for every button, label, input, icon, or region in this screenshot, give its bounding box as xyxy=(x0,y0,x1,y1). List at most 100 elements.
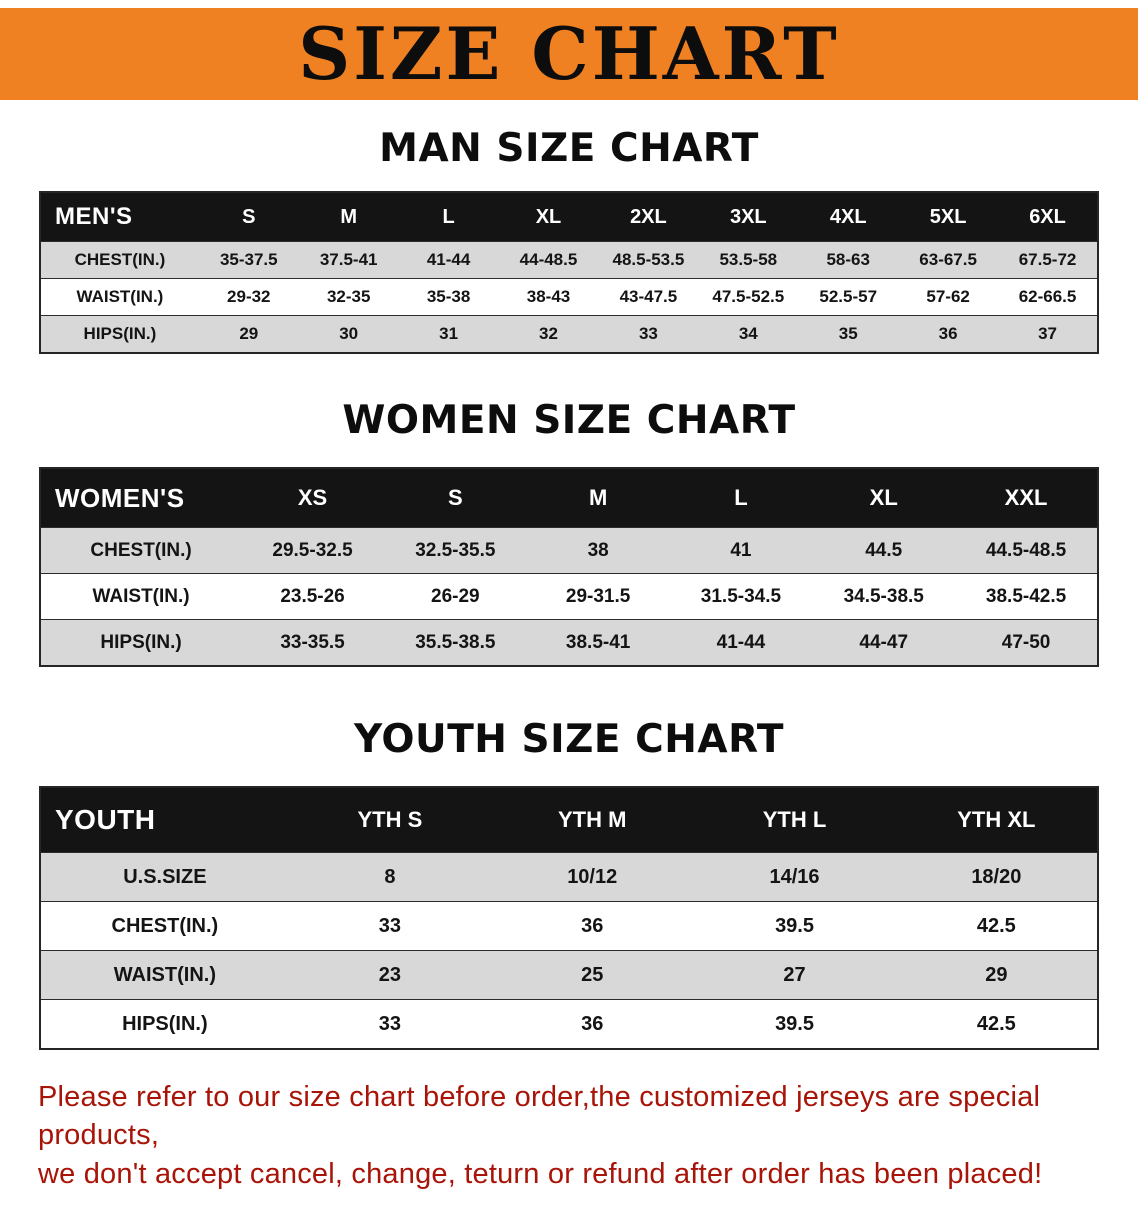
size-column-header: 3XL xyxy=(698,192,799,242)
row-label: WAIST(IN.) xyxy=(40,950,289,1000)
women-section-heading: WOMEN SIZE CHART xyxy=(342,398,796,443)
row-label: WAIST(IN.) xyxy=(40,278,199,316)
size-value: 27 xyxy=(693,950,896,1000)
size-value: 31.5-34.5 xyxy=(669,573,813,620)
size-value: 38.5-42.5 xyxy=(955,573,1098,620)
table-corner-label: YOUTH xyxy=(40,787,289,853)
table-row: WAIST(IN.) 29-32 32-35 35-38 38-43 43-47.5 47.… xyxy=(40,278,1098,316)
size-column-header: 2XL xyxy=(598,192,699,242)
size-value: 44-47 xyxy=(812,619,956,666)
footnote-line-2: we don't accept cancel, change, teturn o… xyxy=(38,1157,1043,1190)
men-size-table: MEN'S S M L XL 2XL 3XL 4XL 5XL 6XL CHEST(IN.) 35-37… xyxy=(39,191,1099,354)
size-value: 29-31.5 xyxy=(526,573,670,620)
size-value: 29 xyxy=(198,315,299,353)
row-label: CHEST(IN.) xyxy=(40,527,242,574)
size-value: 63-67.5 xyxy=(898,241,999,279)
table-corner-label: WOMEN'S xyxy=(40,468,242,528)
size-value: 53.5-58 xyxy=(698,241,799,279)
size-column-header: XL xyxy=(498,192,599,242)
size-value: 39.5 xyxy=(693,999,896,1049)
size-value: 43-47.5 xyxy=(598,278,699,316)
size-column-header: S xyxy=(383,468,527,528)
women-size-table: WOMEN'S XS S M L XL XXL CHEST(IN.) 29.5-32.5 32.5… xyxy=(39,467,1099,667)
table-row: HIPS(IN.) 33 36 39.5 42.5 xyxy=(40,999,1098,1049)
size-column-header: S xyxy=(198,192,299,242)
men-section-heading: MAN SIZE CHART xyxy=(379,126,759,171)
size-value: 48.5-53.5 xyxy=(598,241,699,279)
size-value: 33 xyxy=(598,315,699,353)
youth-section-heading: YOUTH SIZE CHART xyxy=(354,717,784,762)
table-row: WAIST(IN.) 23 25 27 29 xyxy=(40,950,1098,1000)
row-label: HIPS(IN.) xyxy=(40,999,289,1049)
size-value: 14/16 xyxy=(693,852,896,902)
table-row: U.S.SIZE 8 10/12 14/16 18/20 xyxy=(40,852,1098,902)
size-value: 32.5-35.5 xyxy=(383,527,527,574)
size-value: 36 xyxy=(491,901,694,951)
table-row: CHEST(IN.) 33 36 39.5 42.5 xyxy=(40,901,1098,951)
size-table: YOUTH YTH S YTH M YTH L YTH XL U.S.SIZE 8 10/12… xyxy=(39,786,1099,1050)
size-value: 32-35 xyxy=(298,278,399,316)
size-table: MEN'S S M L XL 2XL 3XL 4XL 5XL 6XL CHEST(IN.) 35-37… xyxy=(39,191,1099,354)
size-value: 36 xyxy=(491,999,694,1049)
size-value: 23 xyxy=(288,950,492,1000)
size-value: 47-50 xyxy=(955,619,1098,666)
size-column-header: 4XL xyxy=(798,192,899,242)
size-value: 36 xyxy=(898,315,999,353)
size-column-header: YTH L xyxy=(693,787,896,853)
size-column-header: 5XL xyxy=(898,192,999,242)
row-label: HIPS(IN.) xyxy=(40,619,242,666)
size-column-header: XS xyxy=(241,468,384,528)
size-value: 35-38 xyxy=(398,278,499,316)
size-column-header: YTH S xyxy=(288,787,492,853)
table-row: CHEST(IN.) 35-37.5 37.5-41 41-44 44-48.5 48.5… xyxy=(40,241,1098,279)
size-value: 8 xyxy=(288,852,492,902)
size-value: 44-48.5 xyxy=(498,241,599,279)
row-label: CHEST(IN.) xyxy=(40,241,199,279)
row-label: U.S.SIZE xyxy=(40,852,289,902)
table-row: CHEST(IN.) 29.5-32.5 32.5-35.5 38 41 44.5 44.5… xyxy=(40,527,1098,574)
size-column-header: L xyxy=(669,468,813,528)
size-value: 39.5 xyxy=(693,901,896,951)
size-table: WOMEN'S XS S M L XL XXL CHEST(IN.) 29.5-32.5 32.5… xyxy=(39,467,1099,667)
size-value: 30 xyxy=(298,315,399,353)
size-value: 34 xyxy=(698,315,799,353)
table-row: WAIST(IN.) 23.5-26 26-29 29-31.5 31.5-34.5 34… xyxy=(40,573,1098,620)
table-header-row: MEN'S S M L XL 2XL 3XL 4XL 5XL 6XL xyxy=(40,192,1098,242)
size-value: 23.5-26 xyxy=(241,573,384,620)
table-header-row: YOUTH YTH S YTH M YTH L YTH XL xyxy=(40,787,1098,853)
size-column-header: XL xyxy=(812,468,956,528)
size-value: 32 xyxy=(498,315,599,353)
table-corner-label: MEN'S xyxy=(40,192,199,242)
size-value: 38.5-41 xyxy=(526,619,670,666)
size-chart-banner: SIZE CHART xyxy=(0,8,1138,100)
size-value: 18/20 xyxy=(895,852,1098,902)
size-value: 35 xyxy=(798,315,899,353)
size-value: 52.5-57 xyxy=(798,278,899,316)
size-value: 38 xyxy=(526,527,670,574)
size-value: 35.5-38.5 xyxy=(383,619,527,666)
size-value: 33-35.5 xyxy=(241,619,384,666)
size-value: 37 xyxy=(998,315,1098,353)
size-value: 57-62 xyxy=(898,278,999,316)
size-value: 44.5 xyxy=(812,527,956,574)
size-column-header: 6XL xyxy=(998,192,1098,242)
size-value: 29 xyxy=(895,950,1098,1000)
size-column-header: M xyxy=(298,192,399,242)
size-value: 47.5-52.5 xyxy=(698,278,799,316)
size-value: 26-29 xyxy=(383,573,527,620)
size-value: 34.5-38.5 xyxy=(812,573,956,620)
size-value: 42.5 xyxy=(895,901,1098,951)
table-header-row: WOMEN'S XS S M L XL XXL xyxy=(40,468,1098,528)
row-label: WAIST(IN.) xyxy=(40,573,242,620)
size-value: 29.5-32.5 xyxy=(241,527,384,574)
footnote-line-1: Please refer to our size chart before or… xyxy=(38,1081,1041,1152)
size-value: 25 xyxy=(491,950,694,1000)
size-value: 41-44 xyxy=(398,241,499,279)
size-column-header: XXL xyxy=(955,468,1098,528)
size-value: 31 xyxy=(398,315,499,353)
size-value: 41 xyxy=(669,527,813,574)
size-value: 37.5-41 xyxy=(298,241,399,279)
size-column-header: YTH M xyxy=(491,787,694,853)
size-value: 58-63 xyxy=(798,241,899,279)
size-column-header: M xyxy=(526,468,670,528)
